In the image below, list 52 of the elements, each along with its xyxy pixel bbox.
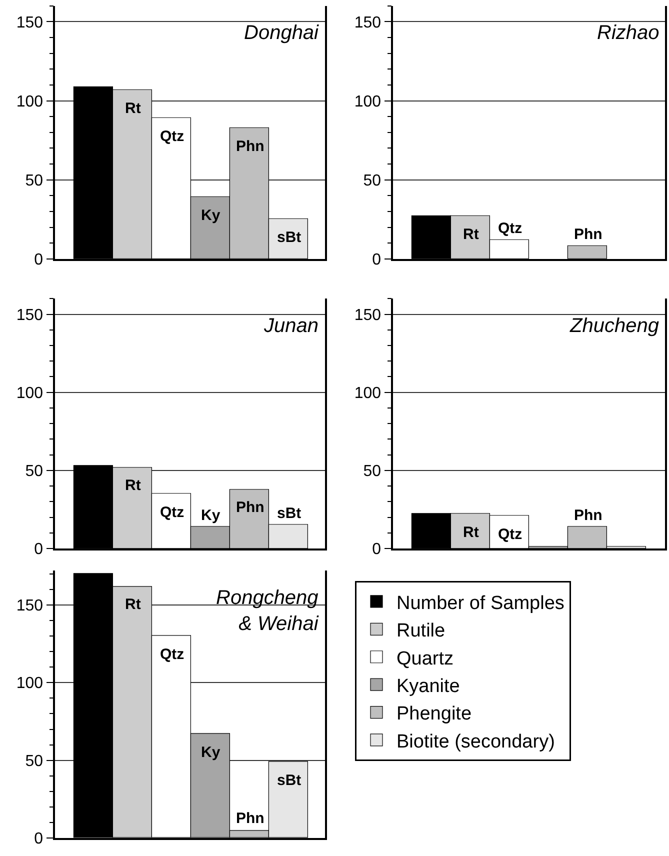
legend-label: Rutile	[396, 620, 446, 642]
y-tick-label: 100	[16, 384, 44, 402]
y-tick-label: 50	[363, 172, 382, 190]
text: Zhucheng	[569, 315, 659, 337]
data-label: Qtz	[498, 526, 522, 543]
y-tick-label: 150	[16, 306, 44, 324]
data-label: Phn	[574, 226, 602, 243]
data-label: Rt	[463, 524, 479, 541]
data-label: Rt	[125, 477, 141, 494]
y-tick-label: 100	[16, 93, 44, 110]
data-label: sBt	[277, 505, 302, 522]
data-label: Rt	[125, 596, 141, 613]
legend-label: Kyanite	[396, 676, 460, 697]
data-label: Qtz	[498, 220, 522, 237]
data-label: Qtz	[160, 128, 184, 145]
data-label: Phn	[236, 499, 264, 516]
data-label: Phn	[236, 810, 264, 827]
text: Donghai	[244, 22, 320, 44]
legend-label: Phengite	[396, 704, 472, 725]
y-tick-label: 50	[25, 172, 44, 190]
y-tick-label: 0	[34, 830, 44, 848]
y-tick-label: 150	[354, 306, 382, 324]
legend-label: Quartz	[396, 648, 454, 670]
data-label: Rt	[125, 100, 141, 117]
data-label: Ky	[201, 207, 221, 224]
y-tick-label: 0	[372, 541, 382, 558]
data-label: sBt	[277, 229, 302, 246]
y-tick-label: 150	[16, 14, 44, 32]
text: Rongcheng & Weihai	[216, 587, 319, 635]
data-label: Rt	[463, 226, 479, 243]
y-tick-label: 0	[372, 252, 382, 269]
data-label: Qtz	[160, 504, 184, 521]
data-label: sBt	[277, 772, 302, 789]
y-tick-label: 0	[34, 541, 44, 558]
data-label: Ky	[201, 744, 221, 761]
y-tick-label: 100	[354, 93, 382, 110]
y-tick-label: 150	[16, 598, 44, 614]
text: Rizhao	[597, 22, 660, 44]
y-tick-label: 150	[354, 14, 382, 32]
data-label: Phn	[236, 138, 264, 155]
y-tick-label: 100	[16, 675, 44, 692]
legend-label: Number of Samples	[396, 592, 564, 614]
data-label: Ky	[201, 507, 221, 524]
data-label: Qtz	[160, 646, 184, 663]
text: Junan	[263, 315, 318, 337]
y-tick-label: 100	[354, 384, 382, 402]
data-label: Phn	[574, 507, 602, 524]
y-tick-label: 50	[25, 752, 44, 770]
y-tick-label: 50	[363, 463, 382, 480]
legend-label: Biotite (secondary)	[396, 731, 555, 752]
y-tick-label: 50	[25, 463, 44, 480]
y-tick-label: 0	[34, 252, 44, 269]
